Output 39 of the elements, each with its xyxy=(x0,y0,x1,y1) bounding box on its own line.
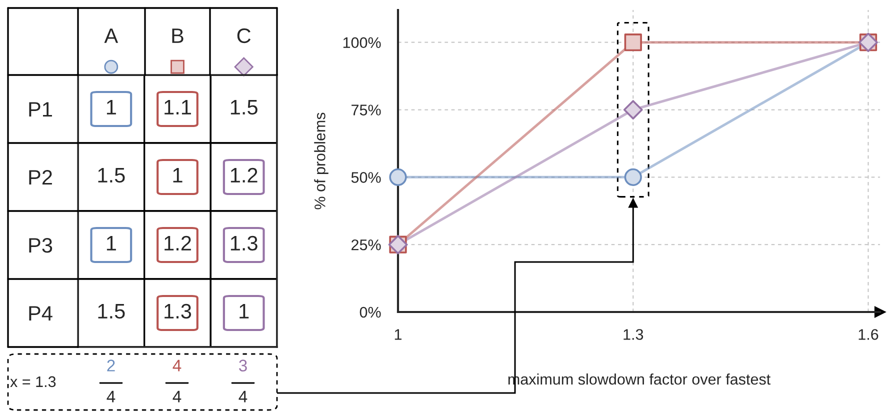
text: 3 xyxy=(239,360,247,372)
data-label: 1 xyxy=(240,304,249,318)
y-tick-label: 25% xyxy=(352,239,381,250)
text: 4 xyxy=(238,390,248,402)
data-label: 1.5 xyxy=(98,304,125,319)
data-label: 1.5 xyxy=(98,168,125,183)
point xyxy=(389,168,407,186)
y-tick-label: P2 xyxy=(29,170,52,185)
point xyxy=(623,100,643,120)
x-tick-label: 1.3 xyxy=(624,329,644,340)
text: x = 1.3 xyxy=(10,376,56,388)
y-tick-label: P4 xyxy=(29,306,52,321)
y-tick-label: P1 xyxy=(29,102,52,117)
point xyxy=(624,168,642,186)
x-tick-label: 1.6 xyxy=(858,329,878,340)
text: 2 xyxy=(107,360,115,372)
text: 4 xyxy=(172,360,182,372)
y-tick-label: 50% xyxy=(351,172,381,183)
y-tick-label: 0% xyxy=(360,306,381,318)
data-label: 1 xyxy=(106,100,116,114)
data-label: 1.2 xyxy=(230,168,258,182)
x-tick-label: A xyxy=(104,28,118,43)
x-tick-label: 1 xyxy=(394,329,402,340)
data-label: 1.3 xyxy=(230,236,258,251)
text: 4 xyxy=(172,390,182,402)
y-tick-label: 100% xyxy=(343,37,381,48)
y-tick-label: P3 xyxy=(29,238,52,253)
y-axis-title: % of problems xyxy=(314,112,328,210)
text: 4 xyxy=(106,390,116,402)
data-label: 1.2 xyxy=(164,236,191,250)
x-tick-label: C xyxy=(237,28,251,44)
data-label: 1.5 xyxy=(230,100,258,115)
data-label: 1 xyxy=(173,168,182,182)
data-label: 1.3 xyxy=(164,304,192,319)
data-label: 1 xyxy=(106,236,116,250)
x-tick-label: B xyxy=(172,28,184,43)
data-label: 1.1 xyxy=(164,100,191,114)
y-tick-label: 75% xyxy=(352,104,381,116)
point xyxy=(624,34,642,52)
